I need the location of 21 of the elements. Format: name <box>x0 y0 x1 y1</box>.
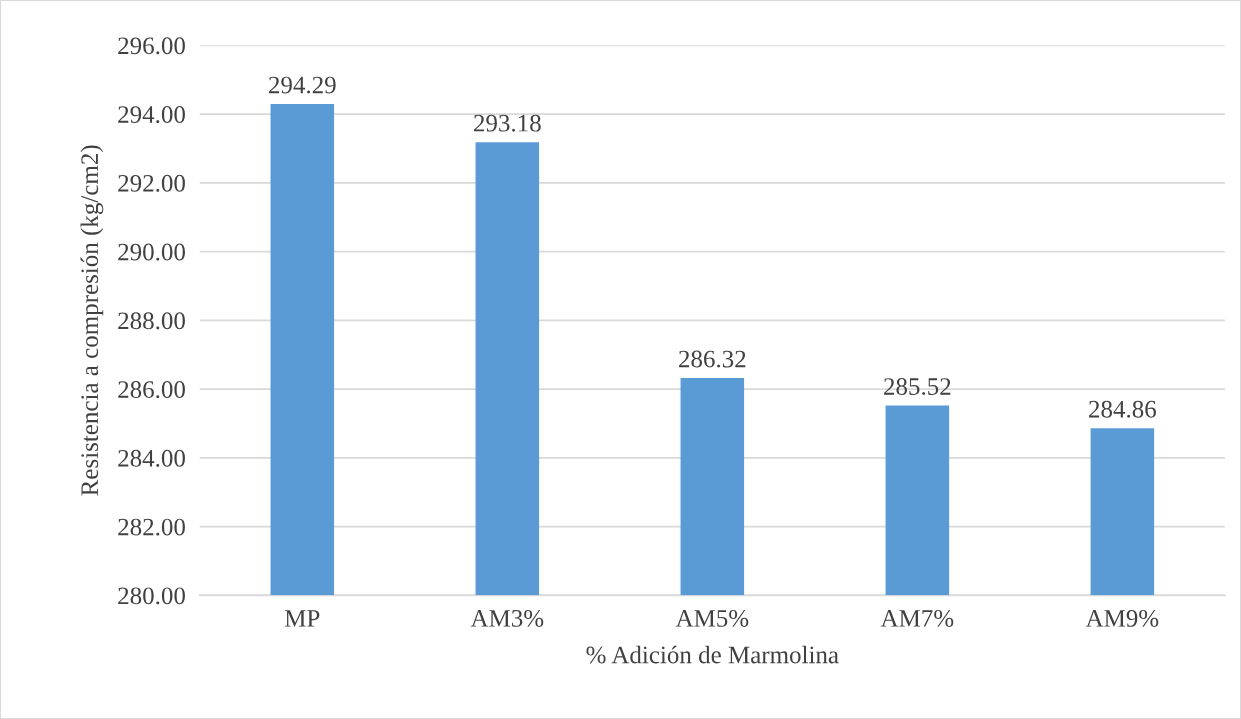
x-tick-label: AM9% <box>1085 609 1159 627</box>
x-tick-label: MP <box>284 610 320 627</box>
y-tick-label: 294.00 <box>118 106 185 124</box>
data-label: 293.18 <box>474 114 541 132</box>
y-tick-label: 286.00 <box>118 381 185 399</box>
y-tick-label: 292.00 <box>118 174 185 192</box>
y-tick-label: 284.00 <box>118 449 185 467</box>
data-label: 294.29 <box>269 76 336 94</box>
data-label: 285.52 <box>884 378 951 396</box>
data-label: 286.32 <box>679 350 746 368</box>
y-axis-title: Resistencia a compresión (kg/cm2) <box>80 145 104 496</box>
y-tick-label: 282.00 <box>118 518 185 536</box>
y-tick-label: 290.00 <box>118 243 185 261</box>
y-tick-label: 288.00 <box>118 312 185 330</box>
y-tick-label: 280.00 <box>118 587 185 605</box>
x-axis-title: % Adición de Marmolina <box>586 645 839 664</box>
data-label: 284.86 <box>1089 400 1156 418</box>
x-tick-label: AM3% <box>470 609 544 627</box>
x-tick-label: AM7% <box>880 609 954 627</box>
x-tick-label: AM5% <box>675 609 749 627</box>
y-tick-label: 296.00 <box>118 37 185 55</box>
